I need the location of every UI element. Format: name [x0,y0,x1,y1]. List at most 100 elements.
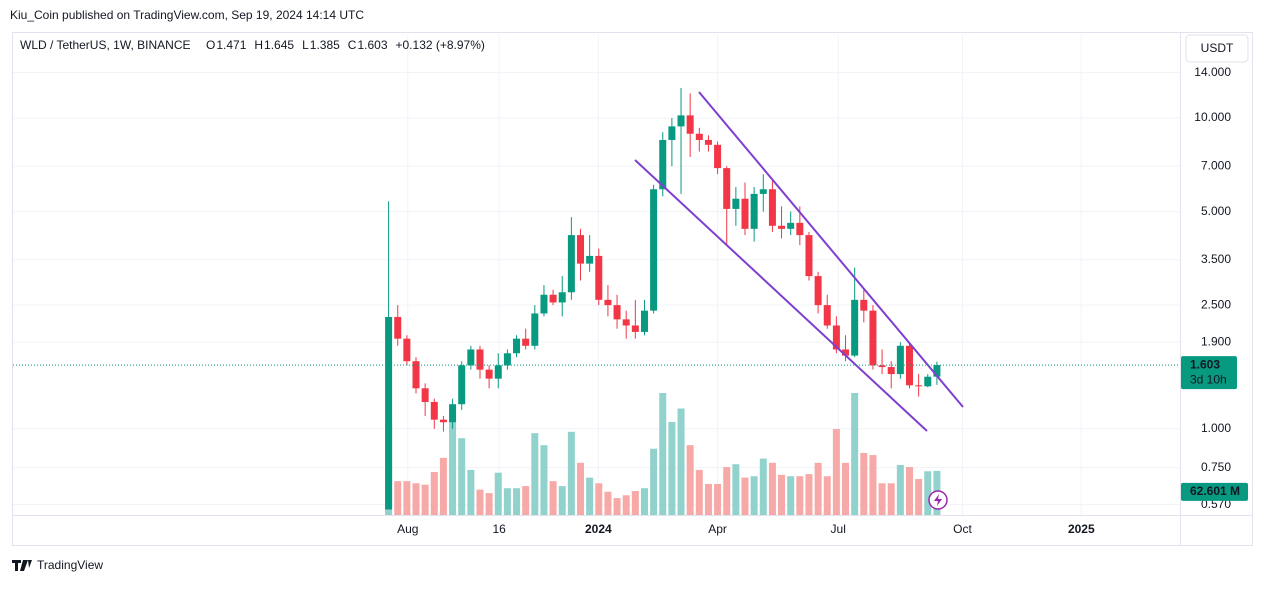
trend-line-upper [698,91,964,408]
candle-body [915,385,923,387]
candle-body [595,255,603,300]
candle-layer [385,87,941,510]
volume-bar [887,483,895,515]
candle-body [503,353,511,366]
volume-bar [439,457,447,515]
volume-bar [549,481,557,515]
volume-bar [640,488,648,515]
volume-bar [449,419,457,515]
volume-bar [586,477,594,515]
candle-body [851,299,859,356]
bolt-glyph [934,494,942,506]
volume-bar [494,472,502,515]
volume-bar [430,471,438,515]
volume-bar [595,483,603,515]
candle-body [613,305,621,320]
volume-bar [677,408,685,515]
candle-body [549,294,557,303]
candle-body [659,139,667,190]
candle-body [750,193,758,229]
volume-bar [778,474,786,515]
volume-bar [695,469,703,515]
volume-bar [412,483,420,515]
candle-body [604,299,612,306]
volume-bar [805,474,813,515]
candle-body [832,325,840,350]
candle-body [385,316,393,510]
volume-bar [485,493,493,515]
candle-body [403,338,411,362]
volume-bar [905,467,913,515]
symbol: WLD / TetherUS, 1W, BINANCE [20,38,191,52]
candle-body [622,319,630,326]
candle-body [787,222,795,229]
candle-body [723,168,731,209]
volume-bar [896,464,904,515]
volume-bar [924,471,932,515]
candle-body [631,325,639,332]
candle-body [924,376,932,387]
volume-bar [915,479,923,515]
volume-label-box [1181,482,1248,501]
volume-bar [869,455,877,515]
volume-bar [723,467,731,515]
candle-body [878,365,886,368]
volume-bar [668,421,676,515]
candle-body [540,294,548,314]
x-tick-label: 2024 [585,522,612,536]
publisher: Kiu_Coin published on TradingView.com, S… [10,8,364,22]
candle-body [905,345,913,386]
volume-bar [659,393,667,515]
candle-body [896,345,904,375]
volume-bar [522,486,530,515]
candle-body [860,299,868,311]
brand: TradingView [37,558,103,572]
candle-body [869,310,877,366]
candle-body [933,365,941,377]
candle-body [732,198,740,209]
volume-bar [531,433,539,515]
volume-bar [851,393,859,515]
y-tick-label: 0.750 [1201,460,1231,474]
currency-button[interactable] [1185,34,1249,63]
volume-bar [467,469,475,515]
volume-bar [558,486,566,515]
candle-body [778,225,786,229]
volume-bar [577,462,585,515]
ohlc-letter: H [254,38,263,52]
candle-body [412,361,420,389]
axes: 0.5700.7501.0001.9002.5003.5005.0007.000… [13,65,1248,536]
trend-line-lower [634,159,928,432]
volume-bar [860,452,868,515]
volume-bar [650,448,658,515]
volume-bar [832,428,840,515]
ohlc-value: 1.645 [264,38,294,52]
candle-body [449,404,457,423]
candle-body [768,189,776,226]
x-tick-label: Jul [831,522,846,536]
price-label-box [1181,356,1237,390]
candle-body [430,401,438,420]
ohlc-letter: C [348,38,357,52]
candle-body [814,276,822,306]
volume-bar [823,476,831,515]
ohlc-legend: O 1.471 H 1.645 L 1.385 C 1.603 +0.132 (+8.97%) [206,38,485,52]
candle-body [668,126,676,140]
x-tick-label: 16 [492,522,506,536]
volume-bar [842,462,850,515]
candle-body [476,349,484,370]
candle-body [640,310,648,332]
candle-body [558,292,566,303]
volume-bar [622,495,630,515]
change: +0.132 (+8.97%) [396,38,485,52]
candle-body [759,189,767,194]
candle-body [823,305,831,326]
y-tick-label: 1.000 [1201,421,1231,435]
currency[interactable]: USDT [1201,41,1234,55]
countdown: 3d 10h [1190,372,1227,386]
ohlc-value: 1.471 [216,38,246,52]
x-tick-label: 2025 [1068,522,1095,536]
candle-body [677,115,685,127]
